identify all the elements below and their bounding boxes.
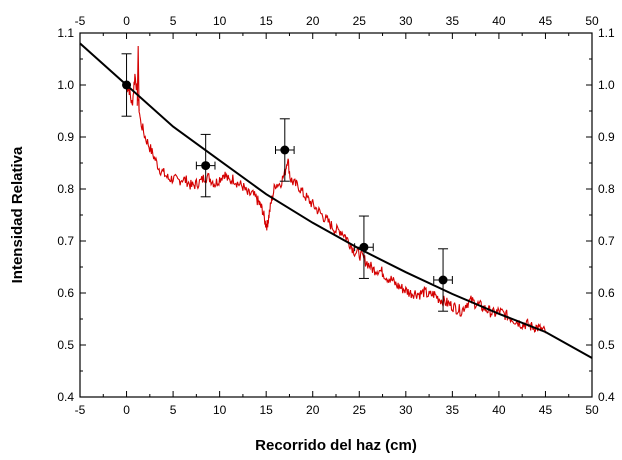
y-tick-label-right: 0.7 bbox=[598, 234, 615, 248]
x-tick-label-bottom: 35 bbox=[446, 403, 460, 417]
x-tick-label-top: 25 bbox=[353, 14, 367, 28]
y-tick-label-left: 1.1 bbox=[57, 26, 74, 40]
data-point bbox=[274, 118, 295, 182]
y-tick-label-right: 1.1 bbox=[598, 26, 615, 40]
data-point-marker bbox=[122, 80, 132, 90]
x-tick-label-bottom: 45 bbox=[539, 403, 553, 417]
y-tick-label-right: 1.0 bbox=[598, 78, 615, 92]
x-tick-label-top: 40 bbox=[492, 14, 506, 28]
x-tick-label-bottom: 20 bbox=[306, 403, 320, 417]
measured-spike bbox=[136, 45, 140, 112]
y-tick-label-left: 0.4 bbox=[57, 390, 74, 404]
y-tick-label-right: 0.9 bbox=[598, 130, 615, 144]
x-tick-label-bottom: 30 bbox=[399, 403, 413, 417]
measured-intensity-line bbox=[126, 73, 547, 334]
y-tick-label-left: 0.7 bbox=[57, 234, 74, 248]
axes: -5 -5 0 0 5 5 10 10 15 15 20 20 25 25 30 30 35 35 40 40 45 45… bbox=[57, 14, 615, 417]
x-tick-label-bottom: 40 bbox=[492, 403, 506, 417]
y-tick-label-right: 0.5 bbox=[598, 338, 615, 352]
data-point-marker bbox=[201, 161, 211, 171]
x-tick-label-top: -5 bbox=[75, 14, 86, 28]
x-tick-label-top: 50 bbox=[585, 14, 599, 28]
data-point-marker bbox=[280, 145, 290, 155]
x-tick-label-top: 15 bbox=[260, 14, 274, 28]
y-tick-label-left: 0.5 bbox=[57, 338, 74, 352]
y-tick-label-left: 0.9 bbox=[57, 130, 74, 144]
x-tick-label-bottom: 0 bbox=[123, 403, 130, 417]
x-tick-label-bottom: 5 bbox=[170, 403, 177, 417]
data-point-marker bbox=[359, 242, 369, 252]
x-tick-label-top: 5 bbox=[170, 14, 177, 28]
x-tick-label-top: 0 bbox=[123, 14, 130, 28]
y-tick-label-left: 0.6 bbox=[57, 286, 74, 300]
y-tick-label-left: 0.8 bbox=[57, 182, 74, 196]
x-tick-label-top: 10 bbox=[213, 14, 227, 28]
data-point bbox=[433, 248, 453, 312]
data-point-marker bbox=[438, 275, 448, 285]
x-tick-label-top: 30 bbox=[399, 14, 413, 28]
y-tick-label-right: 0.8 bbox=[598, 182, 615, 196]
data-point bbox=[121, 53, 132, 117]
x-axis-title: Recorrido del haz (cm) bbox=[255, 437, 417, 454]
y-tick-label-left: 1.0 bbox=[57, 78, 74, 92]
x-tick-label-bottom: -5 bbox=[75, 403, 86, 417]
y-axis-title: Intensidad Relativa bbox=[9, 146, 26, 283]
plot-frame bbox=[79, 32, 593, 398]
x-tick-label-bottom: 15 bbox=[260, 403, 274, 417]
x-tick-label-top: 35 bbox=[446, 14, 460, 28]
plot-area bbox=[79, 42, 593, 359]
x-tick-label-top: 20 bbox=[306, 14, 320, 28]
y-tick-label-right: 0.4 bbox=[598, 390, 615, 404]
data-point bbox=[195, 133, 216, 198]
x-tick-label-bottom: 50 bbox=[585, 403, 599, 417]
x-tick-label-bottom: 10 bbox=[213, 403, 227, 417]
fit-curve-line bbox=[79, 42, 593, 359]
y-tick-label-right: 0.6 bbox=[598, 286, 615, 300]
x-tick-label-top: 45 bbox=[539, 14, 553, 28]
x-tick-label-bottom: 25 bbox=[353, 403, 367, 417]
data-point bbox=[354, 215, 374, 279]
